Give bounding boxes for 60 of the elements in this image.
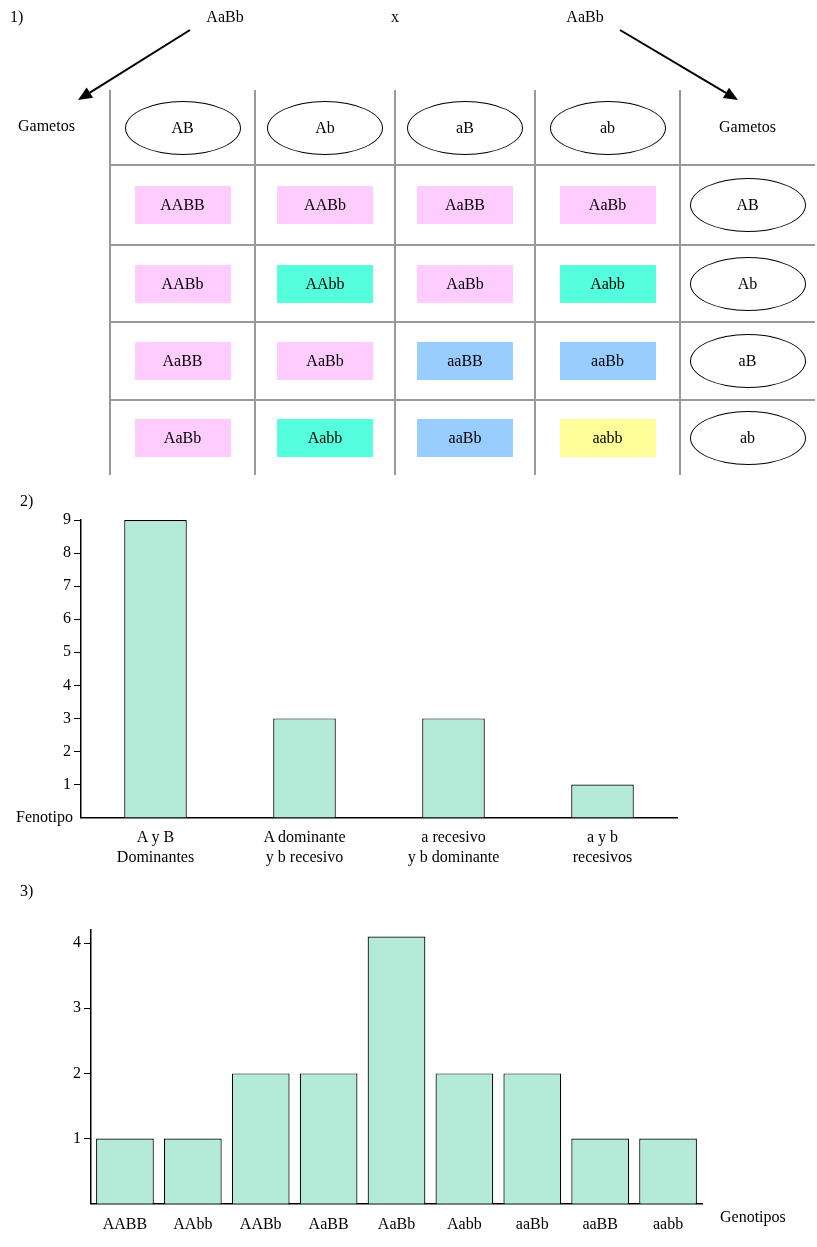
x-tick-label: AABb — [239, 1214, 282, 1232]
y-tick-label: 4 — [73, 933, 81, 951]
category-label: aB — [738, 352, 757, 369]
text: aaBb — [448, 428, 482, 446]
text: Gametos — [18, 117, 75, 135]
text: aabb — [592, 428, 623, 446]
x-tick-label: AABB — [102, 1214, 148, 1232]
category-label: AB — [736, 196, 759, 213]
category-label: Ab — [737, 274, 758, 292]
text: aaBB — [447, 352, 483, 369]
x-tick-label: A y B Dominantes — [116, 828, 195, 865]
y-tick-label: 7 — [63, 576, 71, 594]
y-tick-label: 4 — [63, 675, 71, 693]
y-tick-label: 5 — [63, 642, 71, 660]
y-tick-label: 2 — [63, 741, 71, 759]
category-label: AB — [171, 118, 194, 137]
x-tick-label: a recesivo y b dominante — [407, 828, 500, 866]
category-label: ab — [739, 428, 756, 446]
text: x — [390, 8, 400, 26]
x-tick-label: Aabb — [447, 1214, 482, 1232]
text: AaBb — [306, 352, 344, 369]
y-tick-label: 8 — [63, 543, 71, 561]
x-tick-label: aaBb — [515, 1214, 549, 1232]
x-tick-label: A dominante y b recesivo — [263, 828, 346, 866]
text: AAbb — [305, 274, 345, 292]
text: Aabb — [590, 274, 625, 292]
text: 1) — [10, 8, 24, 26]
text: Gametos — [718, 117, 777, 136]
text: Aabb — [307, 428, 343, 446]
x-tick-label: a y b recesivos — [572, 828, 633, 865]
x-tick-label: AAbb — [173, 1214, 213, 1232]
text: AaBb — [205, 8, 245, 26]
y-tick-label: 3 — [63, 708, 71, 726]
x-tick-label: AaBb — [377, 1214, 416, 1232]
text: AaBb — [565, 8, 605, 26]
y-tick-label: 1 — [73, 1128, 81, 1146]
chart-title: 2) — [20, 492, 34, 510]
text: AaBb — [446, 274, 484, 292]
x-axis-title: Genotipos — [720, 1208, 786, 1226]
y-tick-label: 6 — [63, 609, 71, 627]
y-tick-label: 9 — [63, 510, 71, 528]
text: aaBb — [591, 352, 624, 369]
text: AABB — [160, 196, 205, 213]
category-label: Ab — [315, 118, 335, 137]
category-label: ab — [599, 118, 616, 137]
x-axis-title: Fenotipo — [16, 807, 73, 826]
x-tick-label: aabb — [652, 1214, 684, 1232]
text: AABb — [161, 274, 204, 292]
y-tick-label: 2 — [73, 1063, 81, 1081]
x-tick-label: aaBB — [582, 1214, 618, 1232]
text: AaBB — [445, 196, 485, 213]
y-tick-label: 3 — [73, 998, 81, 1016]
text: AaBb — [588, 196, 627, 213]
y-tick-label: 1 — [63, 774, 71, 792]
text: AaBB — [162, 352, 203, 369]
text: AaBb — [163, 428, 202, 446]
category-label: aB — [456, 118, 474, 137]
chart-title: 3) — [20, 882, 34, 900]
x-tick-label: AaBB — [308, 1214, 349, 1232]
text: AABb — [304, 196, 346, 213]
